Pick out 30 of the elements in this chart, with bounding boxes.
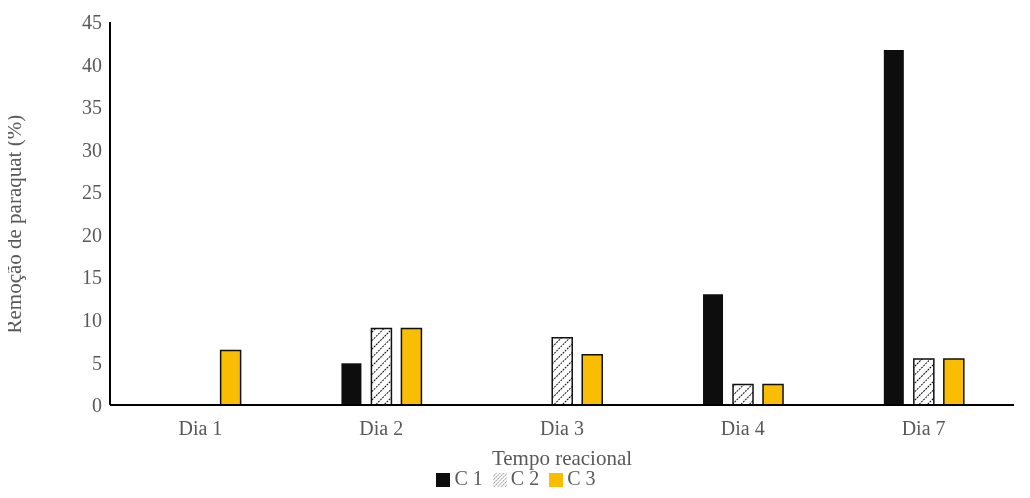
bar — [913, 358, 935, 405]
bar — [551, 337, 573, 405]
bar — [883, 50, 904, 405]
y-tick-label: 20 — [82, 223, 102, 246]
x-tick-label: Dia 1 — [178, 417, 223, 440]
y-tick-label: 15 — [82, 266, 102, 289]
y-tick-label: 0 — [92, 394, 102, 417]
y-tick-label: 35 — [82, 96, 102, 119]
legend-label: C 1 — [454, 467, 483, 489]
y-tick-label: 45 — [82, 11, 102, 34]
x-tick-label: Dia 7 — [901, 417, 946, 440]
legend-label: C 3 — [567, 467, 596, 489]
y-tick-label: 30 — [82, 138, 102, 161]
y-tick-label: 25 — [82, 181, 102, 204]
y-tick-label: 40 — [82, 53, 102, 76]
x-axis-title: Tempo reacional — [491, 446, 633, 470]
y-tick-label: 10 — [82, 308, 102, 331]
bar — [943, 358, 965, 405]
x-tick-label: Dia 4 — [720, 417, 765, 440]
bar — [762, 383, 784, 405]
bar — [732, 383, 754, 405]
bar — [400, 327, 423, 405]
bar — [581, 354, 603, 405]
bar — [219, 349, 242, 405]
bar — [370, 327, 393, 405]
bar — [703, 294, 724, 405]
bar — [341, 363, 362, 405]
x-tick-label: Dia 2 — [359, 417, 404, 440]
x-tick-label: Dia 3 — [540, 417, 584, 440]
y-tick-label: 5 — [92, 351, 102, 374]
